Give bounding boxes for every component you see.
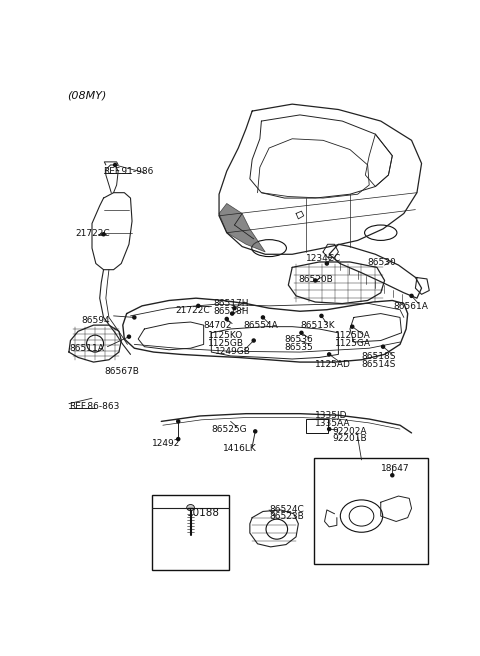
Circle shape bbox=[252, 339, 255, 342]
Circle shape bbox=[410, 295, 413, 297]
Text: 86536: 86536 bbox=[285, 335, 313, 344]
Text: 86525G: 86525G bbox=[211, 425, 247, 434]
Text: 86511A: 86511A bbox=[69, 344, 104, 354]
Text: 1234CC: 1234CC bbox=[306, 255, 341, 263]
Circle shape bbox=[325, 262, 328, 265]
Circle shape bbox=[177, 438, 180, 441]
Text: 86535: 86535 bbox=[285, 343, 313, 352]
Text: 86524C: 86524C bbox=[269, 504, 304, 514]
Text: 21722C: 21722C bbox=[175, 306, 210, 315]
Text: 10188: 10188 bbox=[187, 508, 220, 518]
Bar bbox=[152, 495, 229, 570]
Text: 86520B: 86520B bbox=[299, 275, 333, 284]
Polygon shape bbox=[219, 203, 265, 252]
Circle shape bbox=[351, 325, 354, 328]
Text: REF.91-986: REF.91-986 bbox=[104, 167, 154, 176]
Text: 12492: 12492 bbox=[152, 439, 180, 448]
Bar bbox=[306, 419, 328, 433]
Ellipse shape bbox=[187, 504, 194, 510]
Circle shape bbox=[114, 163, 117, 167]
Text: 86517H: 86517H bbox=[214, 299, 249, 308]
Circle shape bbox=[233, 306, 236, 310]
Text: 1125AD: 1125AD bbox=[315, 359, 351, 369]
Text: 86513K: 86513K bbox=[300, 321, 335, 330]
Text: 86518H: 86518H bbox=[214, 306, 249, 316]
Bar bbox=[314, 458, 428, 564]
Text: 1125DA: 1125DA bbox=[336, 331, 371, 340]
Text: 86554A: 86554A bbox=[244, 321, 278, 330]
Text: 92202A: 92202A bbox=[332, 427, 367, 436]
Circle shape bbox=[262, 316, 264, 319]
Circle shape bbox=[197, 304, 200, 308]
Text: 1125KO: 1125KO bbox=[207, 331, 243, 340]
Text: 18647: 18647 bbox=[381, 464, 409, 473]
Text: 86514S: 86514S bbox=[361, 359, 396, 369]
Text: 86518S: 86518S bbox=[361, 352, 396, 361]
Text: 21722C: 21722C bbox=[75, 229, 110, 238]
Circle shape bbox=[300, 331, 303, 335]
Circle shape bbox=[102, 233, 105, 236]
Text: 1335JD: 1335JD bbox=[315, 411, 348, 420]
Text: (08MY): (08MY) bbox=[67, 91, 107, 100]
Text: 86523B: 86523B bbox=[269, 512, 304, 522]
Circle shape bbox=[328, 428, 331, 430]
Circle shape bbox=[314, 279, 317, 282]
Circle shape bbox=[133, 316, 136, 319]
Circle shape bbox=[320, 314, 323, 318]
Text: 92201B: 92201B bbox=[332, 434, 367, 443]
Text: 1249GB: 1249GB bbox=[215, 348, 251, 356]
Text: 1416LK: 1416LK bbox=[223, 445, 257, 453]
Text: 86567B: 86567B bbox=[104, 367, 139, 377]
Text: 86530: 86530 bbox=[368, 258, 396, 267]
Circle shape bbox=[328, 353, 331, 356]
Circle shape bbox=[391, 474, 394, 477]
Text: 86594: 86594 bbox=[81, 316, 110, 325]
Text: 1125GB: 1125GB bbox=[207, 339, 243, 348]
Text: 86561A: 86561A bbox=[394, 302, 429, 311]
Text: REF.86-863: REF.86-863 bbox=[69, 402, 119, 411]
Text: 84702: 84702 bbox=[204, 321, 232, 330]
Circle shape bbox=[177, 420, 180, 423]
Text: 1125GA: 1125GA bbox=[336, 339, 372, 348]
Circle shape bbox=[254, 430, 257, 433]
Circle shape bbox=[382, 345, 384, 348]
Circle shape bbox=[127, 335, 131, 338]
Circle shape bbox=[230, 312, 234, 315]
Circle shape bbox=[225, 318, 228, 321]
Text: 1335AA: 1335AA bbox=[315, 419, 351, 428]
